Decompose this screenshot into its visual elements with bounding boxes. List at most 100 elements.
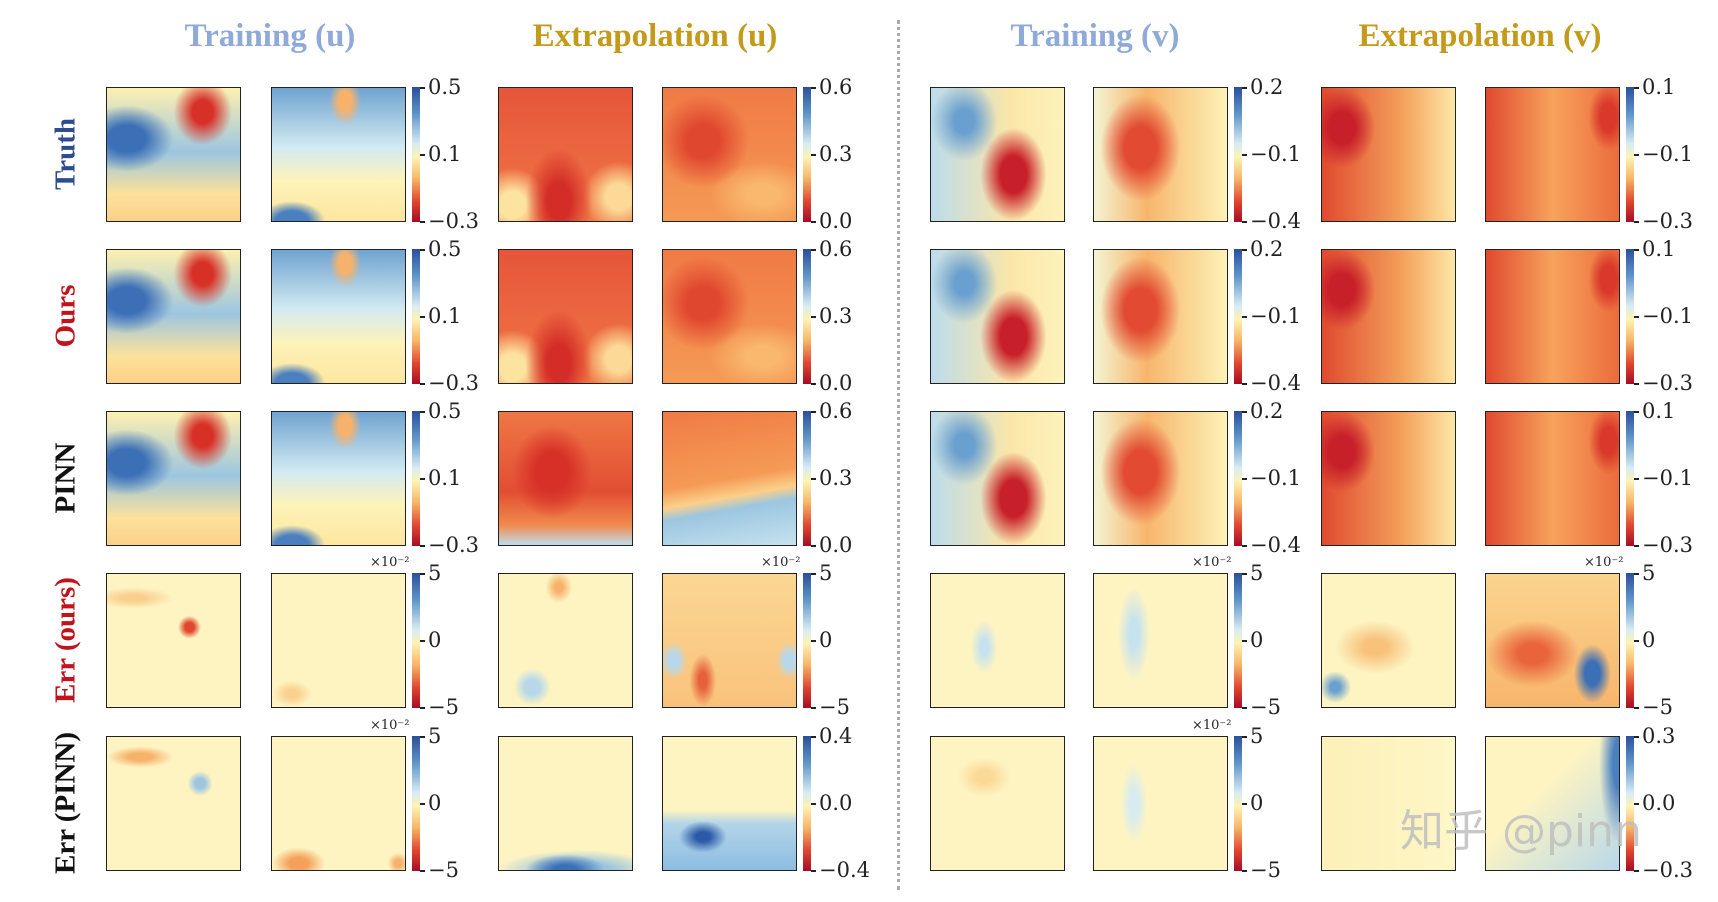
colorbar-tick-label: 0 bbox=[428, 791, 442, 815]
colorbar-tick bbox=[1634, 870, 1639, 872]
column-title: Training (u) bbox=[184, 18, 356, 54]
colorbar-tick bbox=[1242, 87, 1247, 89]
colorbar-tick-label: 0.2 bbox=[1250, 237, 1284, 261]
colorbar-tick-label: −0.4 bbox=[819, 858, 870, 882]
colorbar-tick bbox=[1634, 316, 1639, 318]
colorbar-tick-label: 0.0 bbox=[819, 209, 853, 233]
colorbar-tick-label: 0.1 bbox=[428, 142, 462, 166]
colorbar: 0.5 0.1 −0.3 bbox=[412, 399, 479, 557]
heatmap-panel bbox=[1321, 411, 1456, 546]
colorbar-tick-label: −0.1 bbox=[1642, 304, 1693, 328]
group-divider bbox=[897, 20, 900, 890]
colorbar-tick-label: 0.4 bbox=[819, 724, 853, 748]
heatmap-panel bbox=[106, 411, 241, 546]
colorbar-tick-label: 0.6 bbox=[819, 237, 853, 261]
heatmap-panel bbox=[930, 573, 1065, 708]
heatmap-panel bbox=[498, 87, 633, 222]
heatmap-panel bbox=[106, 573, 241, 708]
colorbar-tick bbox=[1242, 316, 1247, 318]
colorbar: 0.3 0.0 −0.3 bbox=[1626, 724, 1693, 882]
colorbar: 5 0 −5 bbox=[1234, 561, 1281, 719]
row-label-text: Truth bbox=[49, 118, 82, 190]
colorbar-tick bbox=[420, 870, 425, 872]
colorbar-tick-label: 0.1 bbox=[428, 304, 462, 328]
heatmap-panel bbox=[271, 87, 406, 222]
colorbar-tick bbox=[1242, 640, 1247, 642]
colorbar-tick bbox=[420, 316, 425, 318]
colorbar-multiplier: ×10⁻² bbox=[1192, 555, 1232, 570]
colorbar-tick bbox=[811, 249, 816, 251]
colorbar-tick-label: −0.1 bbox=[1642, 466, 1693, 490]
heatmap-panel bbox=[271, 573, 406, 708]
heatmap-panel bbox=[930, 411, 1065, 546]
colorbar-tick bbox=[1634, 478, 1639, 480]
colorbar-tick bbox=[1242, 383, 1247, 385]
colorbar-tick-label: 5 bbox=[1250, 561, 1264, 585]
colorbar: 0.2 −0.1 −0.4 bbox=[1234, 75, 1301, 233]
heatmap-panel bbox=[1321, 249, 1456, 384]
colorbar-multiplier: ×10⁻² bbox=[761, 555, 801, 570]
row-label-text: Err (ours) bbox=[49, 577, 82, 703]
colorbar: 5 0 −5 bbox=[412, 724, 459, 882]
colorbar-tick-label: 5 bbox=[1642, 561, 1656, 585]
colorbar-tick bbox=[811, 411, 816, 413]
colorbar-tick-label: 0 bbox=[819, 628, 833, 652]
heatmap-panel bbox=[662, 87, 797, 222]
colorbar-tick-label: 0.1 bbox=[428, 466, 462, 490]
colorbar-tick bbox=[420, 411, 425, 413]
colorbar: 0.5 0.1 −0.3 bbox=[412, 75, 479, 233]
heatmap-panel bbox=[930, 736, 1065, 871]
colorbar-tick bbox=[420, 249, 425, 251]
heatmap-panel bbox=[271, 411, 406, 546]
colorbar-tick bbox=[1634, 707, 1639, 709]
colorbar-multiplier: ×10⁻² bbox=[370, 555, 410, 570]
colorbar-tick-label: −0.1 bbox=[1642, 142, 1693, 166]
colorbar-tick-label: 0.1 bbox=[1642, 75, 1676, 99]
colorbar-tick-label: 0.5 bbox=[428, 75, 462, 99]
colorbar-tick bbox=[1242, 870, 1247, 872]
colorbar-tick bbox=[1242, 249, 1247, 251]
colorbar-tick bbox=[1634, 383, 1639, 385]
colorbar-multiplier: ×10⁻² bbox=[370, 718, 410, 733]
colorbar-tick bbox=[1242, 545, 1247, 547]
colorbar-tick-label: 0.3 bbox=[819, 466, 853, 490]
colorbar-tick-label: 0.2 bbox=[1250, 399, 1284, 423]
colorbar-tick-label: −0.4 bbox=[1250, 533, 1301, 557]
colorbar-tick-label: 5 bbox=[1250, 724, 1264, 748]
colorbar: 5 0 −5 bbox=[412, 561, 459, 719]
colorbar-tick bbox=[420, 478, 425, 480]
heatmap-panel bbox=[662, 736, 797, 871]
colorbar-tick bbox=[1242, 707, 1247, 709]
colorbar: 0.1 −0.1 −0.3 bbox=[1626, 75, 1693, 233]
colorbar-tick bbox=[811, 640, 816, 642]
heatmap-panel bbox=[498, 573, 633, 708]
colorbar: 0.6 0.3 0.0 bbox=[803, 75, 852, 233]
heatmap-panel bbox=[498, 249, 633, 384]
colorbar-tick-label: −5 bbox=[1642, 695, 1673, 719]
heatmap-panel bbox=[106, 249, 241, 384]
heatmap-panel bbox=[662, 573, 797, 708]
colorbar-tick bbox=[1242, 573, 1247, 575]
colorbar-tick bbox=[811, 154, 816, 156]
heatmap-panel bbox=[1485, 573, 1620, 708]
colorbar-tick-label: −0.4 bbox=[1250, 209, 1301, 233]
colorbar-multiplier: ×10⁻² bbox=[1192, 718, 1232, 733]
colorbar-tick bbox=[420, 87, 425, 89]
colorbar-tick-label: 0.0 bbox=[819, 371, 853, 395]
colorbar-tick bbox=[420, 640, 425, 642]
colorbar-tick-label: −0.3 bbox=[1642, 533, 1693, 557]
colorbar: 5 0 −5 bbox=[1234, 724, 1281, 882]
colorbar-tick-label: −0.3 bbox=[1642, 209, 1693, 233]
colorbar-tick bbox=[1242, 803, 1247, 805]
heatmap-panel bbox=[662, 411, 797, 546]
colorbar-tick bbox=[811, 803, 816, 805]
colorbar: 0.4 0.0 −0.4 bbox=[803, 724, 870, 882]
colorbar-tick-label: 0 bbox=[1250, 791, 1264, 815]
colorbar-tick bbox=[811, 573, 816, 575]
colorbar-tick-label: −0.1 bbox=[1250, 466, 1301, 490]
heatmap-panel bbox=[930, 87, 1065, 222]
colorbar-tick-label: −0.1 bbox=[1250, 142, 1301, 166]
colorbar-multiplier: ×10⁻² bbox=[1584, 555, 1624, 570]
colorbar-tick-label: 0.1 bbox=[1642, 399, 1676, 423]
colorbar: 5 0 −5 bbox=[803, 561, 850, 719]
